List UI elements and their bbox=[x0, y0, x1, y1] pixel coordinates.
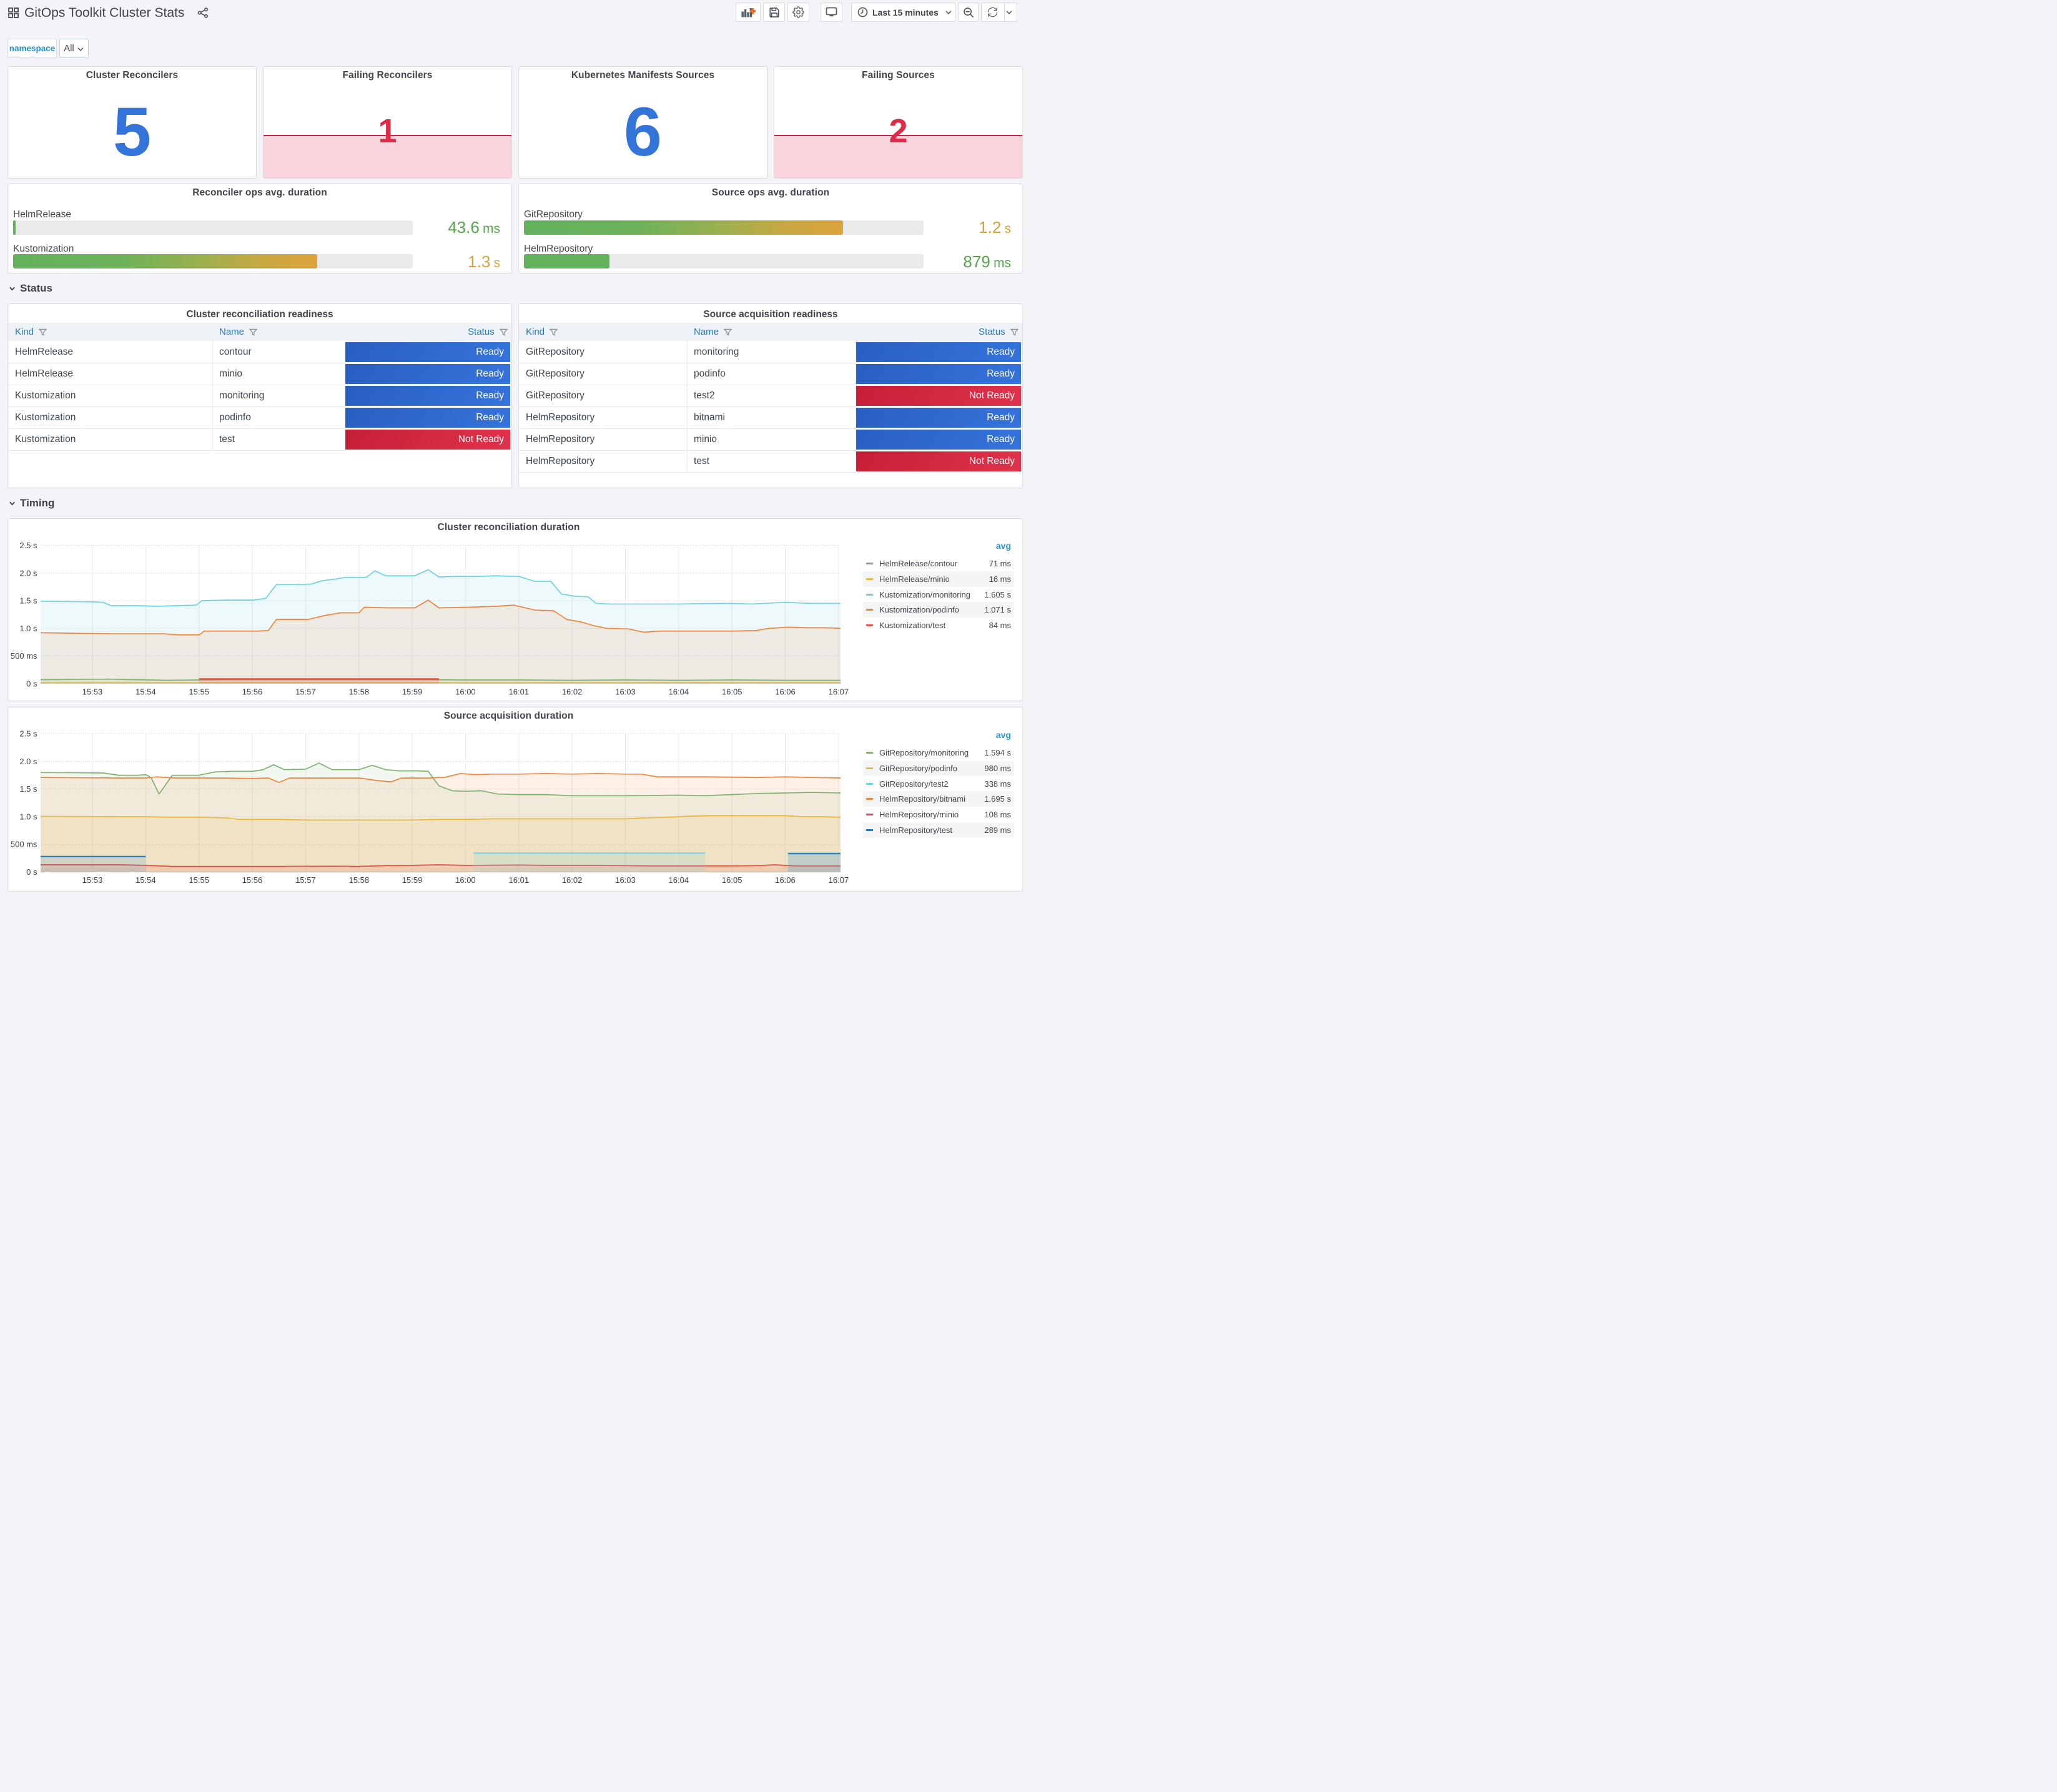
svg-text:16:07: 16:07 bbox=[829, 875, 849, 885]
svg-text:2.0 s: 2.0 s bbox=[19, 757, 37, 766]
svg-text:16:03: 16:03 bbox=[615, 875, 636, 885]
svg-text:15:55: 15:55 bbox=[189, 687, 209, 696]
svg-text:15:56: 15:56 bbox=[242, 687, 263, 696]
svg-text:16:05: 16:05 bbox=[722, 875, 742, 885]
svg-text:15:53: 15:53 bbox=[82, 687, 103, 696]
svg-text:1.0 s: 1.0 s bbox=[19, 624, 37, 633]
svg-text:16:05: 16:05 bbox=[722, 687, 742, 696]
svg-text:15:53: 15:53 bbox=[82, 875, 103, 885]
svg-text:15:58: 15:58 bbox=[349, 875, 370, 885]
svg-text:16:07: 16:07 bbox=[829, 687, 849, 696]
svg-text:2.0 s: 2.0 s bbox=[19, 568, 37, 578]
svg-text:16:01: 16:01 bbox=[509, 687, 530, 696]
svg-text:1.5 s: 1.5 s bbox=[19, 596, 37, 606]
svg-text:15:57: 15:57 bbox=[295, 875, 316, 885]
svg-text:16:03: 16:03 bbox=[615, 687, 636, 696]
svg-text:16:02: 16:02 bbox=[562, 687, 583, 696]
svg-text:16:00: 16:00 bbox=[455, 687, 476, 696]
svg-text:15:59: 15:59 bbox=[402, 875, 423, 885]
svg-text:0 s: 0 s bbox=[26, 679, 37, 688]
svg-text:2.5 s: 2.5 s bbox=[19, 541, 37, 550]
svg-text:0 s: 0 s bbox=[26, 867, 37, 877]
svg-text:16:00: 16:00 bbox=[455, 875, 476, 885]
svg-text:1.0 s: 1.0 s bbox=[19, 812, 37, 822]
svg-text:15:54: 15:54 bbox=[136, 875, 156, 885]
svg-text:16:06: 16:06 bbox=[775, 687, 796, 696]
svg-text:15:58: 15:58 bbox=[349, 687, 370, 696]
svg-text:16:04: 16:04 bbox=[669, 875, 689, 885]
svg-text:15:54: 15:54 bbox=[136, 687, 156, 696]
svg-text:500 ms: 500 ms bbox=[11, 651, 37, 661]
svg-text:16:01: 16:01 bbox=[509, 875, 530, 885]
svg-text:15:56: 15:56 bbox=[242, 875, 263, 885]
svg-text:15:55: 15:55 bbox=[189, 875, 209, 885]
svg-text:16:06: 16:06 bbox=[775, 875, 796, 885]
svg-text:15:59: 15:59 bbox=[402, 687, 423, 696]
svg-text:16:02: 16:02 bbox=[562, 875, 583, 885]
svg-text:1.5 s: 1.5 s bbox=[19, 784, 37, 794]
svg-text:500 ms: 500 ms bbox=[11, 840, 37, 849]
svg-text:16:04: 16:04 bbox=[669, 687, 689, 696]
svg-text:15:57: 15:57 bbox=[295, 687, 316, 696]
svg-text:2.5 s: 2.5 s bbox=[19, 729, 37, 739]
